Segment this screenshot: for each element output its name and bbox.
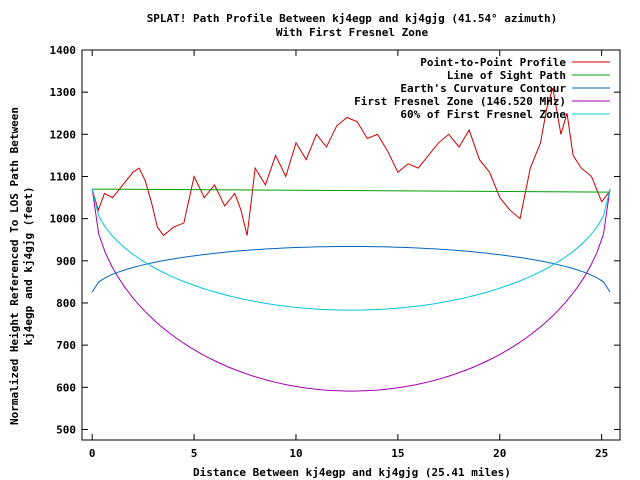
x-tick-label: 0 xyxy=(89,447,96,460)
legend-label: Point-to-Point Profile xyxy=(420,56,566,69)
y-tick-label: 1100 xyxy=(50,170,77,183)
legend-label: Line of Sight Path xyxy=(447,69,566,82)
series-line-line-of-sight-path xyxy=(92,188,611,193)
plot-area xyxy=(91,87,611,392)
y-tick-label: 800 xyxy=(56,297,76,310)
x-axis-label: Distance Between kj4egp and kj4gjg (25.4… xyxy=(193,466,511,479)
chart-title: SPLAT! Path Profile Between kj4egp and k… xyxy=(147,12,558,25)
y-tick-label: 1000 xyxy=(50,213,77,226)
legend-label: 60% of First Fresnel Zone xyxy=(400,108,566,121)
legend-label: First Fresnel Zone (146.520 MHz) xyxy=(354,95,566,108)
series-line-point-to-point-profile xyxy=(91,87,611,237)
x-tick-label: 20 xyxy=(493,447,506,460)
legend-label: Earth's Curvature Contour xyxy=(400,82,566,95)
axes: 0 5 10 15 20 25 500 600 700 800 900 1000 1100 1200 130… xyxy=(50,44,621,460)
x-tick-label: 5 xyxy=(191,447,198,460)
x-tick-label: 15 xyxy=(391,447,404,460)
plot-frame xyxy=(81,49,621,441)
y-tick-label: 1400 xyxy=(50,44,77,57)
series-line-earth-s-curvature-contour xyxy=(91,246,611,293)
y-axis-label-line2: kj4egp and kj4gjg (feet) xyxy=(22,187,35,346)
x-tick-label: 25 xyxy=(595,447,608,460)
y-tick-label: 900 xyxy=(56,255,76,268)
series-line-first-fresnel-zone-146-520-mhz xyxy=(91,189,611,392)
chart-subtitle: With First Fresnel Zone xyxy=(276,26,429,39)
y-tick-label: 1200 xyxy=(50,128,77,141)
x-tick-label: 10 xyxy=(289,447,302,460)
y-tick-label: 1300 xyxy=(50,86,77,99)
y-tick-label: 500 xyxy=(56,423,76,436)
y-tick-label: 600 xyxy=(56,381,76,394)
y-axis-label-line1: Normalized Height Referenced To LOS Path… xyxy=(8,107,21,425)
series-group xyxy=(91,87,611,392)
series-line-60-of-first-fresnel-zone xyxy=(91,188,611,311)
y-tick-label: 700 xyxy=(56,339,76,352)
